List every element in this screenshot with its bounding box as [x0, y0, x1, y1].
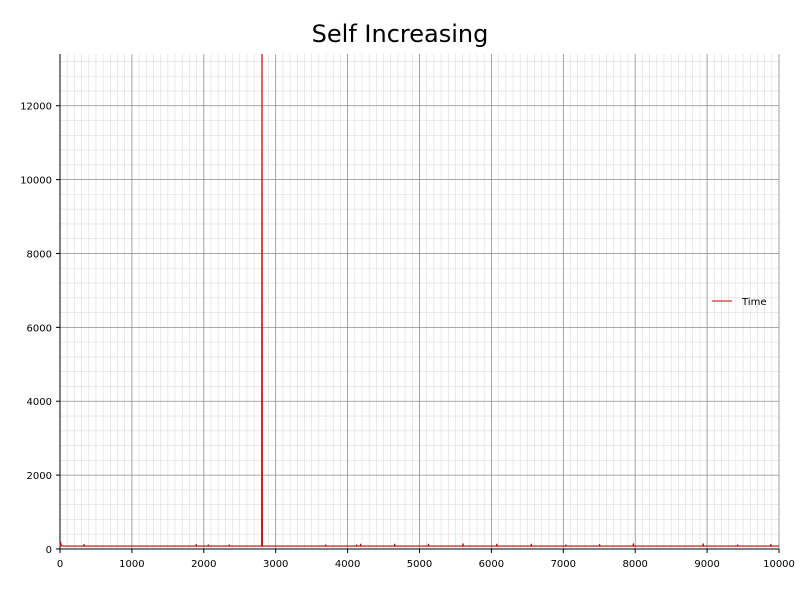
x-tick-label: 8000: [622, 559, 647, 570]
chart-title: Self Increasing: [311, 20, 489, 48]
x-tick-label: 9000: [694, 559, 719, 570]
x-tick-label: 1000: [119, 559, 144, 570]
x-axis-ticks: 0 1000 2000 3000 4000 5000 6000 7000 8000 9000 100…: [57, 549, 795, 570]
y-tick-label: 2000: [27, 471, 52, 482]
x-tick-label: 10000: [763, 559, 795, 570]
y-axis-ticks: 0 2000 4000 6000 8000 10000 12000: [20, 102, 60, 556]
x-tick-label: 6000: [479, 559, 504, 570]
x-tick-label: 7000: [551, 559, 576, 570]
x-tick-label: 4000: [335, 559, 360, 570]
series-layer: [59, 53, 779, 547]
x-tick-label: 3000: [263, 559, 288, 570]
y-tick-label: 4000: [27, 397, 52, 408]
series-line-time: [59, 53, 779, 547]
y-tick-label: 12000: [20, 102, 52, 113]
y-tick-label: 8000: [27, 249, 52, 260]
legend-label: Time: [741, 297, 766, 308]
x-tick-label: 2000: [191, 559, 216, 570]
y-tick-label: 6000: [27, 323, 52, 334]
y-tick-label: 0: [46, 545, 52, 556]
y-tick-label: 10000: [20, 176, 52, 187]
x-tick-label: 5000: [407, 559, 432, 570]
legend: Time: [712, 297, 766, 308]
x-tick-label: 0: [57, 559, 63, 570]
